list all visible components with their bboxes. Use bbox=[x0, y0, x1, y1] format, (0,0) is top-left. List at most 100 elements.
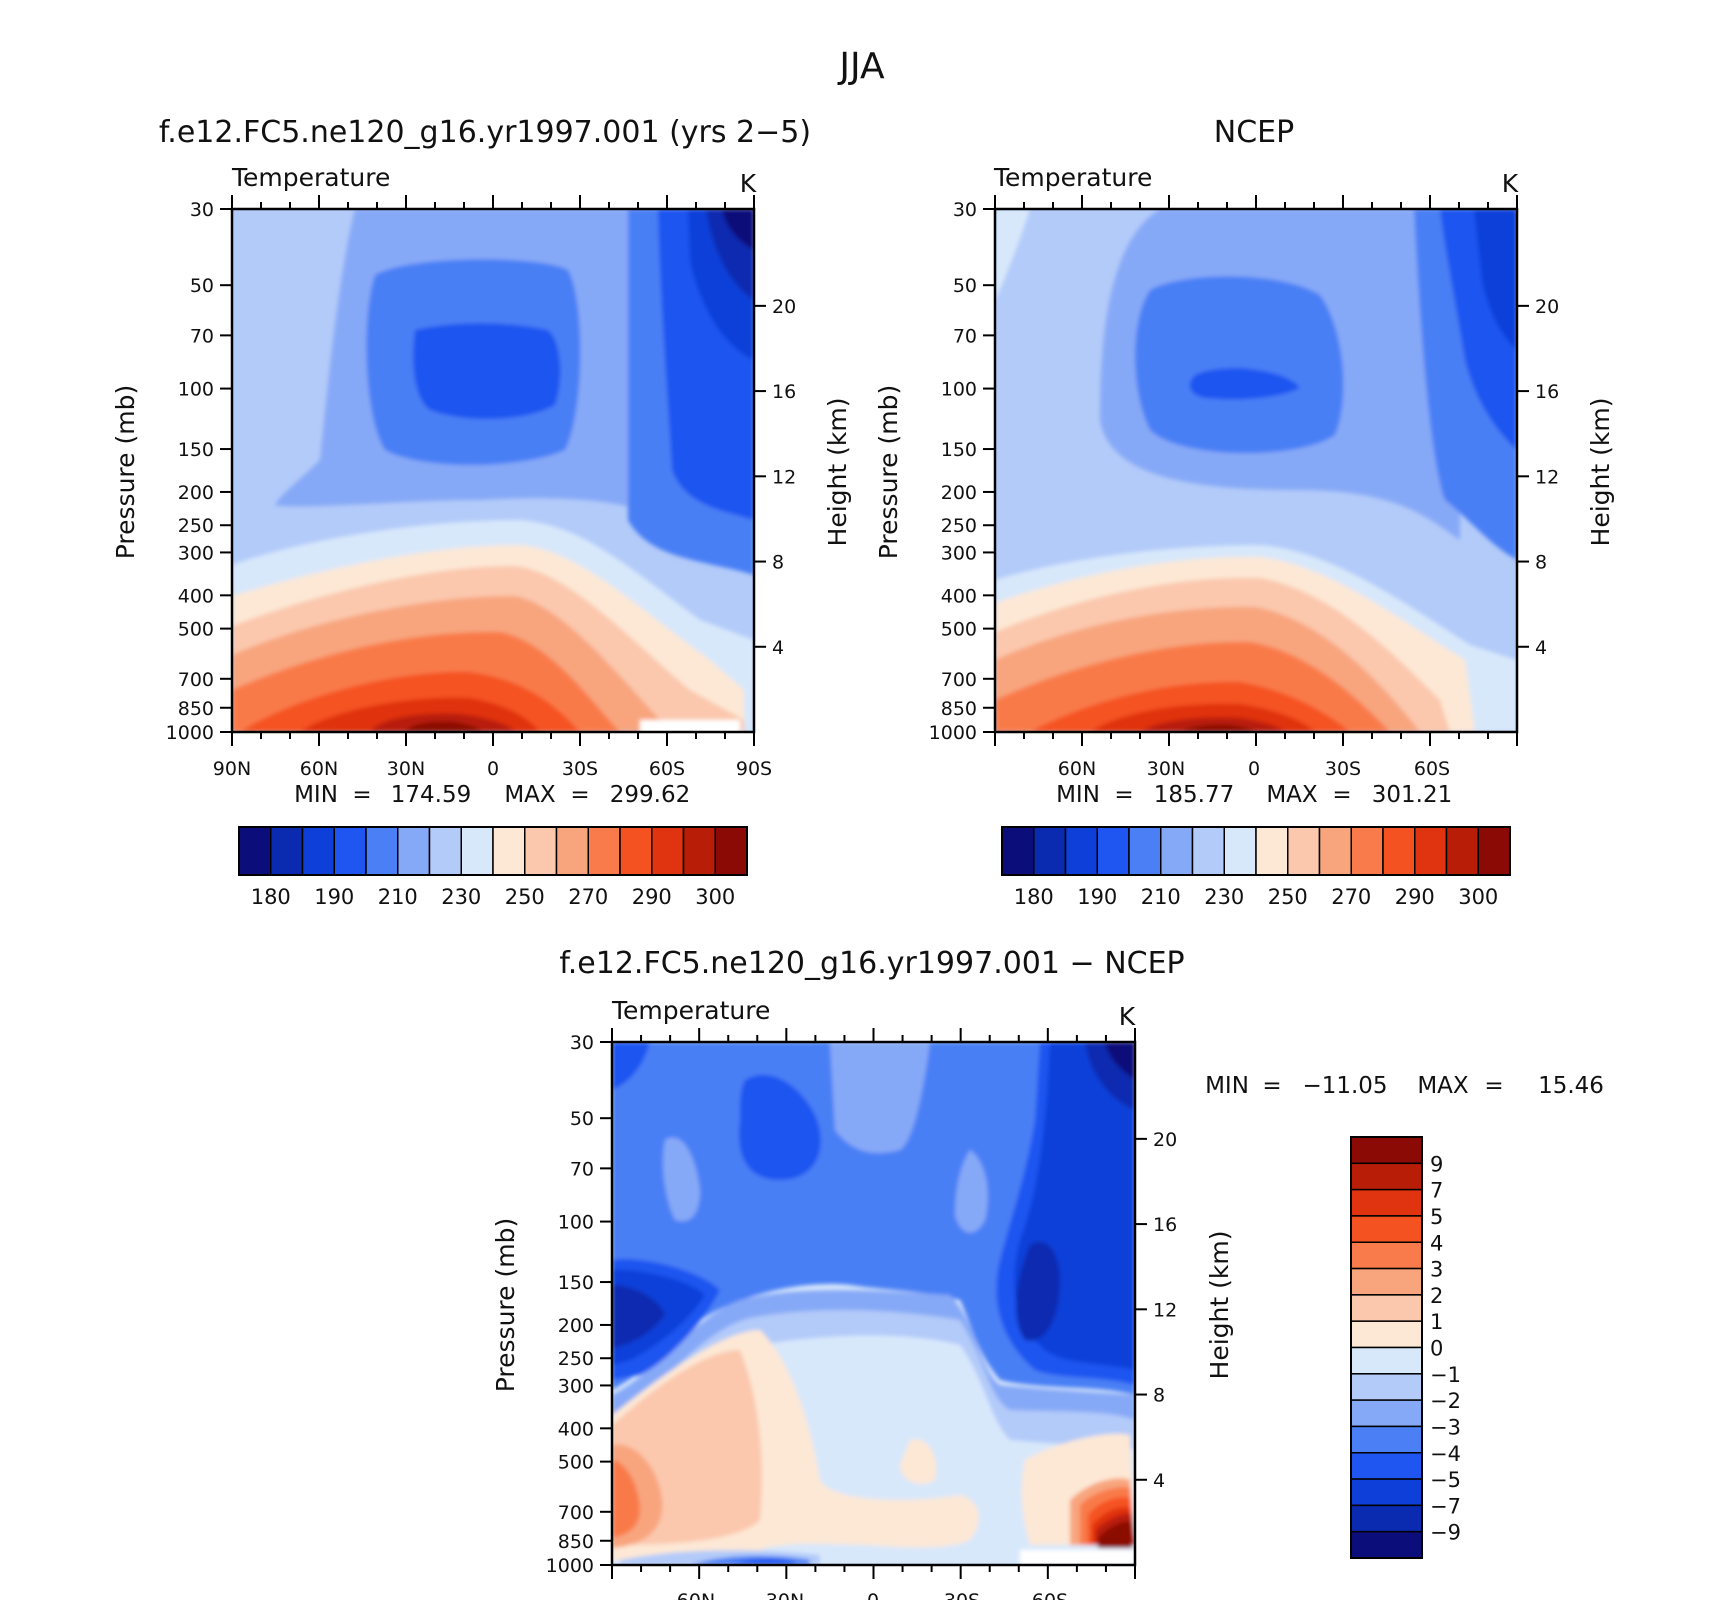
colorbar-swatch bbox=[1382, 826, 1416, 876]
y-tick-label: 850 bbox=[558, 1531, 594, 1553]
y-tick-label: 150 bbox=[178, 439, 214, 461]
panel-ncep-right-axis-label: Height (km) bbox=[1586, 398, 1615, 547]
colorbar-swatch bbox=[238, 826, 272, 876]
x-tick-label: 30S bbox=[1325, 758, 1361, 780]
colorbar-swatch bbox=[651, 826, 685, 876]
colorbar-swatch bbox=[1350, 1136, 1423, 1165]
panel-model-colorbar: 180 190 210 230 250 270 290 300 bbox=[238, 826, 748, 909]
stat-min-value: 174.59 bbox=[391, 782, 471, 808]
colorbar-swatch bbox=[365, 826, 399, 876]
y-tick-label: 250 bbox=[178, 515, 214, 537]
colorbar-swatch bbox=[619, 826, 653, 876]
x-tick-label: 30S bbox=[944, 1590, 980, 1600]
panel-ncep-variable: Temperature bbox=[993, 163, 1152, 192]
stat-min-label: MIN bbox=[1056, 782, 1100, 808]
y-tick-label: 400 bbox=[178, 585, 214, 607]
y2-tick-label: 16 bbox=[1535, 381, 1559, 403]
y2-tick-label: 4 bbox=[1153, 1470, 1165, 1492]
y2-tick-label: 8 bbox=[1153, 1385, 1165, 1407]
colorbar-label: 210 bbox=[378, 885, 418, 909]
colorbar-swatch bbox=[714, 826, 748, 876]
y-tick-label: 70 bbox=[190, 325, 214, 347]
x-tick-label: 60S bbox=[649, 758, 685, 780]
colorbar-swatch bbox=[555, 826, 589, 876]
y-tick-label: 1000 bbox=[929, 722, 977, 744]
panel-model-variable: Temperature bbox=[231, 163, 390, 192]
colorbar-label: 270 bbox=[1331, 885, 1371, 909]
colorbar-swatch bbox=[524, 826, 558, 876]
panel-model-right-axis-label: Height (km) bbox=[823, 398, 852, 547]
y-tick-label: 30 bbox=[570, 1032, 594, 1054]
colorbar-swatch bbox=[1350, 1399, 1423, 1428]
colorbar-swatch bbox=[1350, 1504, 1423, 1533]
y2-tick-label: 4 bbox=[772, 637, 784, 659]
stat-min-value: 185.77 bbox=[1154, 782, 1234, 808]
x-tick-label: 60S bbox=[1032, 1590, 1068, 1600]
stat-min-label: MIN bbox=[294, 782, 338, 808]
colorbar-swatch bbox=[1350, 1241, 1423, 1270]
y-tick-label: 30 bbox=[190, 199, 214, 221]
y-tick-label: 100 bbox=[941, 379, 977, 401]
stat-max-label: MAX bbox=[1266, 782, 1318, 808]
colorbar-label: −5 bbox=[1430, 1468, 1461, 1492]
panel-model-stats: MIN = 174.59 MAX = 299.62 bbox=[294, 782, 690, 808]
panel-ncep-title: NCEP bbox=[1214, 115, 1294, 150]
y2-tick-label: 16 bbox=[1153, 1214, 1177, 1236]
y2-tick-label: 12 bbox=[1535, 466, 1559, 488]
colorbar-swatch bbox=[1128, 826, 1162, 876]
colorbar-swatch bbox=[333, 826, 367, 876]
colorbar-swatch bbox=[1350, 826, 1384, 876]
colorbar-swatch bbox=[682, 826, 716, 876]
y-tick-label: 30 bbox=[953, 199, 977, 221]
panel-ncep: NCEP Temperature K bbox=[874, 115, 1615, 909]
colorbar-label: 300 bbox=[1458, 885, 1498, 909]
colorbar-swatch bbox=[1160, 826, 1194, 876]
colorbar-label: 230 bbox=[441, 885, 481, 909]
y2-tick-label: 20 bbox=[1535, 296, 1559, 318]
panel-difference-colorbar: −9 −7−5−4 −3−2−10 123 457 9 bbox=[1350, 1136, 1461, 1559]
y-tick-label: 850 bbox=[941, 698, 977, 720]
y2-tick-label: 4 bbox=[1535, 637, 1547, 659]
y-tick-label: 150 bbox=[558, 1272, 594, 1294]
colorbar-swatch bbox=[1350, 1452, 1423, 1480]
panel-model: f.e12.FC5.ne120_g16.yr1997.001 (yrs 2−5)… bbox=[111, 115, 852, 909]
x-tick-label: 90S bbox=[736, 758, 772, 780]
colorbar-label: 230 bbox=[1204, 885, 1244, 909]
panel-difference: f.e12.FC5.ne120_g16.yr1997.001 − NCEP Te… bbox=[491, 946, 1604, 1605]
colorbar-swatch bbox=[397, 826, 431, 876]
panel-ncep-contour-field bbox=[995, 209, 1517, 732]
colorbar-swatch bbox=[1191, 826, 1225, 876]
panel-ncep-left-axis-label: Pressure (mb) bbox=[874, 385, 903, 559]
stat-equals: = bbox=[1484, 1073, 1503, 1099]
stat-equals: = bbox=[1332, 782, 1351, 808]
colorbar-swatch bbox=[1350, 1294, 1423, 1322]
y-tick-label: 700 bbox=[558, 1502, 594, 1524]
x-tick-label: 30S bbox=[562, 758, 598, 780]
panel-model-units: K bbox=[740, 169, 757, 198]
y-tick-label: 70 bbox=[570, 1158, 594, 1180]
colorbar-swatch bbox=[1033, 826, 1067, 876]
y-tick-label: 250 bbox=[941, 515, 977, 537]
colorbar-label: 3 bbox=[1430, 1258, 1443, 1282]
panel-difference-units: K bbox=[1119, 1002, 1136, 1031]
y-tick-label: 300 bbox=[558, 1375, 594, 1397]
colorbar-label: 300 bbox=[695, 885, 735, 909]
y-tick-label: 300 bbox=[941, 542, 977, 564]
colorbar-label: 180 bbox=[251, 885, 291, 909]
panel-difference-variable: Temperature bbox=[611, 996, 770, 1025]
y-tick-label: 200 bbox=[178, 482, 214, 504]
colorbar-label: 4 bbox=[1430, 1231, 1443, 1255]
panel-ncep-units: K bbox=[1502, 169, 1519, 198]
y-tick-label: 700 bbox=[941, 669, 977, 691]
colorbar-label: 290 bbox=[632, 885, 672, 909]
x-tick-label: 30N bbox=[387, 758, 425, 780]
figure-title: JJA bbox=[837, 46, 885, 87]
colorbar-label: 9 bbox=[1430, 1152, 1443, 1176]
colorbar-label: 0 bbox=[1430, 1337, 1443, 1361]
colorbar-label: 5 bbox=[1430, 1205, 1443, 1229]
y2-tick-label: 20 bbox=[772, 296, 796, 318]
x-tick-label: 30N bbox=[1147, 758, 1185, 780]
x-tick-label: 90N bbox=[213, 758, 251, 780]
stat-max-label: MAX bbox=[1417, 1073, 1469, 1099]
colorbar-swatch bbox=[428, 826, 462, 876]
